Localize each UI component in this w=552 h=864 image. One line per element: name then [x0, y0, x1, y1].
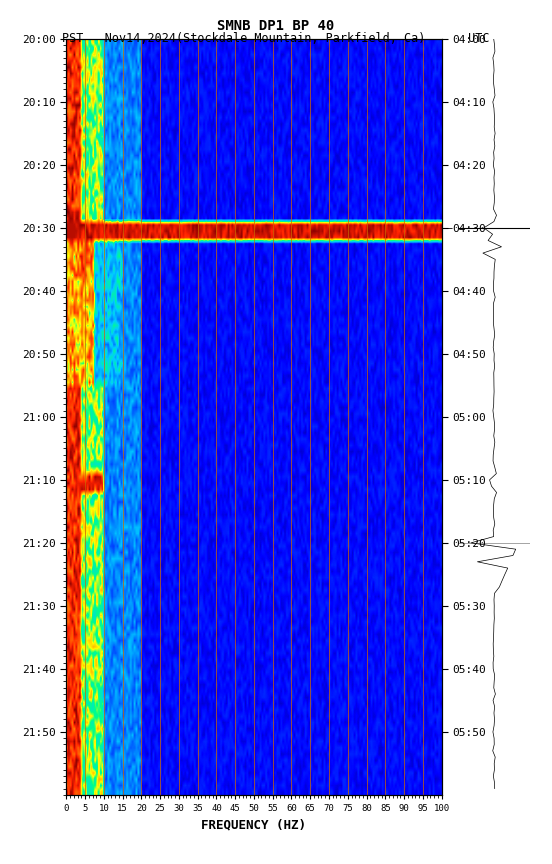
Text: —: —: [442, 223, 453, 233]
Text: SMNB DP1 BP 40: SMNB DP1 BP 40: [217, 19, 335, 33]
X-axis label: FREQUENCY (HZ): FREQUENCY (HZ): [201, 818, 306, 831]
Text: PST   Nov14,2024(Stockdale Mountain, Parkfield, Ca)      UTC: PST Nov14,2024(Stockdale Mountain, Parkf…: [62, 32, 490, 45]
